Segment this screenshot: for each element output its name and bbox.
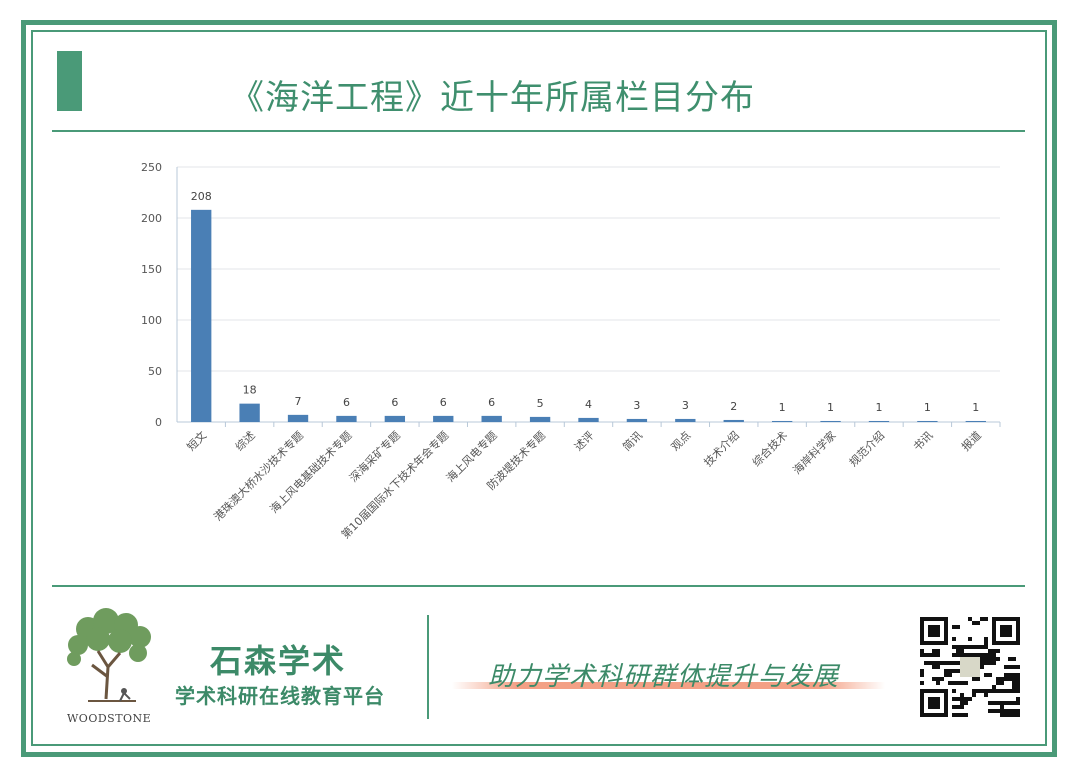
bar <box>723 419 744 422</box>
x-tick-label: 技术介绍 <box>701 428 742 469</box>
y-tick-label: 100 <box>141 314 162 327</box>
data-label: 6 <box>343 396 350 409</box>
data-label: 2 <box>730 400 737 413</box>
x-tick-label: 规范介绍 <box>846 428 887 469</box>
x-tick-label: 报道 <box>958 428 983 453</box>
x-tick-label: 观点 <box>669 429 694 454</box>
data-label: 1 <box>827 401 834 414</box>
slogan-highlight <box>452 682 885 689</box>
bar-chart: 0 50 100 150 200 250 208 短文 18 综述 7 港珠澳大桥水沙技术专题 6 海上风… <box>141 161 1001 541</box>
bar <box>529 416 551 422</box>
data-label: 6 <box>440 396 447 409</box>
y-tick-label: 0 <box>155 416 162 429</box>
slogan: 助力学术科研群体提升与发展 <box>488 662 840 692</box>
inner-frame <box>31 30 1047 746</box>
bar <box>191 209 212 422</box>
data-label: 4 <box>585 398 592 411</box>
data-label: 3 <box>633 399 640 412</box>
bar <box>239 403 260 422</box>
bar <box>626 418 648 422</box>
x-tick-label: 短文 <box>184 428 209 453</box>
bar <box>675 418 696 422</box>
footer-divider-line <box>52 585 1025 587</box>
title-accent-bar <box>57 51 82 111</box>
data-label: 6 <box>488 396 495 409</box>
qr-code-icon[interactable] <box>920 617 1020 717</box>
x-tick-label: 述评 <box>572 429 597 454</box>
bar <box>578 417 599 422</box>
x-tick-label: 海岸科学家 <box>790 428 839 477</box>
bar <box>384 415 406 422</box>
bar <box>433 415 454 422</box>
data-label: 6 <box>391 396 398 409</box>
x-tick-label: 港珠澳大桥水沙技术专题 <box>211 428 306 523</box>
data-label: 1 <box>875 401 882 414</box>
outer-frame <box>21 20 1057 757</box>
bar <box>965 420 986 422</box>
bar <box>287 414 309 422</box>
y-tick-label: 50 <box>148 365 162 378</box>
bar <box>917 420 938 422</box>
data-label: 1 <box>924 401 931 414</box>
bar <box>771 420 793 422</box>
data-label: 1 <box>779 401 786 414</box>
bar <box>336 415 357 422</box>
y-tick-label: 250 <box>141 161 162 174</box>
x-tick-label: 综合技术 <box>749 428 790 469</box>
data-label: 1 <box>972 401 979 414</box>
bar <box>868 420 890 422</box>
title-divider <box>52 130 1025 132</box>
x-tick-label: 简讯 <box>620 428 645 453</box>
page-title: 《海洋工程》近十年所属栏目分布 <box>230 78 755 118</box>
data-label: 18 <box>243 384 257 397</box>
x-tick-label: 海上风电基础技术专题 <box>267 428 355 516</box>
y-tick-label: 200 <box>141 212 162 225</box>
footer-vertical-divider <box>427 615 429 719</box>
data-label: 5 <box>537 397 544 410</box>
y-tick-label: 150 <box>141 263 162 276</box>
x-tick-label: 综述 <box>232 428 257 453</box>
data-label: 7 <box>295 395 302 408</box>
data-label: 3 <box>682 399 689 412</box>
bar <box>820 420 841 422</box>
data-label: 208 <box>191 190 212 203</box>
brand-name: 石森学术 <box>210 642 347 680</box>
x-tick-label: 书讯 <box>911 429 936 454</box>
brand-subtitle: 学术科研在线教育平台 <box>175 684 385 708</box>
bar <box>481 415 502 422</box>
woodstone-logo-text: WOODSTONE <box>67 712 152 725</box>
tree-logo-icon <box>67 608 151 702</box>
